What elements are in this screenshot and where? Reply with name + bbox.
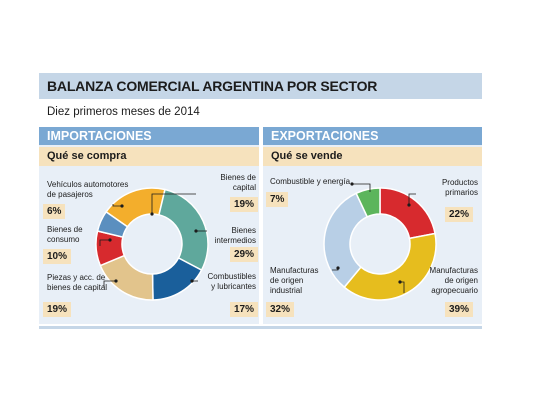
imports-leader-dot-vehiculos-automotores-de-pasajeros [120, 204, 124, 208]
imports-label-line: bienes de capital [47, 283, 108, 292]
imports-label-line: Bienes [231, 226, 256, 235]
imports-label-line: Bienes de [47, 225, 83, 234]
exports-label-line: Manufacturas [270, 266, 319, 275]
exports-leader-dot-manufacturas-de-origen-industrial [336, 266, 340, 270]
imports-value-bienes-intermedios: 29% [230, 247, 259, 262]
imports-leader-dot-combustibles-y-lubricantes [190, 279, 194, 283]
imports-value-bienes-de-consumo: 10% [43, 249, 72, 264]
imports-label-line: Bienes de [220, 173, 256, 182]
imports-label-bienes-de-consumo: Bienes de consumo [47, 225, 83, 245]
imports-label-piezas-y-acc-de-bienes-de-capital: Piezas y acc. de bienes de capital [47, 273, 107, 293]
exports-leader-dot-combustible-y-energia [350, 182, 354, 186]
imports-leader-dot-bienes-de-consumo [108, 238, 112, 242]
imports-leader-bienes-de-capital [151, 193, 196, 214]
imports-label-vehiculos-automotores-de-pasajeros: Vehículos automotores de pasajeros [47, 180, 128, 200]
bottom-rule [39, 326, 482, 329]
exports-label-line: Manufacturas [429, 266, 478, 275]
exports-label-manufacturas-de-origen-industrial: Manufacturas de origen industrial [270, 266, 318, 296]
exports-title: EXPORTACIONES [271, 129, 379, 143]
imports-slice-vehiculos-automotores-de-pasajeros [96, 210, 129, 238]
imports-title: IMPORTACIONES [47, 129, 152, 143]
imports-leader-vehiculos-automotores-de-pasajeros [112, 204, 122, 207]
exports-slice-combustible-y-energia [355, 187, 381, 218]
exports-label-line: agropecuario [431, 286, 478, 295]
imports-label-bienes-intermedios: Bienes intermedios [190, 226, 256, 246]
imports-label-line: Combustibles [207, 272, 256, 281]
imports-value-bienes-de-capital: 19% [230, 197, 259, 212]
exports-value-manufacturas-de-origen-agropecuario: 39% [445, 302, 474, 317]
imports-leader-bienes-de-consumo [99, 239, 110, 246]
page-title: BALANZA COMERCIAL ARGENTINA POR SECTOR [47, 78, 378, 94]
exports-label-productos-primarios: Productos primarios [420, 178, 478, 198]
title-band: BALANZA COMERCIAL ARGENTINA POR SECTOR [39, 73, 482, 99]
exports-subheader: Qué se vende [263, 147, 482, 166]
imports-slice-bienes-intermedios [158, 188, 209, 272]
imports-value-piezas-y-acc-de-bienes-de-capital: 19% [43, 302, 72, 317]
page-subtitle: Diez primeros meses de 2014 [47, 106, 200, 118]
imports-label-line: consumo [47, 235, 80, 244]
exports-label-line: de origen [444, 276, 478, 285]
exports-slice-manufacturas-de-origen-agropecuario [343, 232, 437, 301]
imports-panel: IMPORTACIONES Qué se compra [39, 127, 259, 324]
imports-label-line: y lubricantes [211, 282, 256, 291]
exports-subtitle: Qué se vende [271, 150, 343, 162]
exports-label-combustible-y-energia: Combustible y energía [270, 177, 350, 187]
exports-label-manufacturas-de-origen-agropecuario: Manufacturas de origen agropecuario [410, 266, 478, 296]
imports-label-line: capital [232, 183, 256, 192]
exports-label-line: Productos [441, 178, 478, 187]
imports-leader-dot-bienes-de-capital [150, 212, 154, 216]
imports-value-combustibles-y-lubricantes: 17% [230, 302, 259, 317]
imports-label-line: intermedios [214, 236, 256, 245]
imports-header: IMPORTACIONES [39, 127, 259, 145]
imports-leader-dot-piezas-y-acc-de-bienes-de-capital [114, 279, 118, 283]
exports-label-line: primarios [445, 188, 478, 197]
exports-panel: EXPORTACIONES Qué se vende [263, 127, 482, 324]
imports-label-line: Vehículos automotores [47, 180, 129, 189]
imports-subheader: Qué se compra [39, 147, 259, 166]
exports-leader-combustible-y-energia [352, 183, 371, 192]
exports-leader-dot-productos-primarios [407, 203, 411, 207]
exports-value-combustible-y-energia: 7% [266, 192, 289, 207]
exports-header: EXPORTACIONES [263, 127, 482, 145]
imports-label-line: Piezas y acc. de [47, 273, 106, 282]
imports-label-bienes-de-capital: Bienes de capital [190, 173, 256, 193]
exports-slice-manufacturas-de-origen-industrial [323, 192, 369, 289]
exports-label-line: industrial [270, 286, 303, 295]
imports-leader-piezas-y-acc-de-bienes-de-capital [103, 280, 116, 287]
imports-label-combustibles-y-lubricantes: Combustibles y lubricantes [180, 272, 256, 292]
exports-label-line: de origen [270, 276, 304, 285]
imports-label-line: de pasajeros [47, 190, 93, 199]
exports-value-productos-primarios: 22% [445, 207, 474, 222]
exports-leader-dot-manufacturas-de-origen-agropecuario [398, 280, 402, 284]
exports-leader-productos-primarios [408, 193, 416, 205]
imports-value-vehiculos-automotores-de-pasajeros: 6% [43, 204, 66, 219]
imports-subtitle: Qué se compra [47, 150, 127, 162]
imports-leader-dot-bienes-intermedios [194, 229, 198, 233]
exports-value-manufacturas-de-origen-industrial: 32% [266, 302, 295, 317]
exports-label-line: Combustible y energía [270, 177, 351, 186]
